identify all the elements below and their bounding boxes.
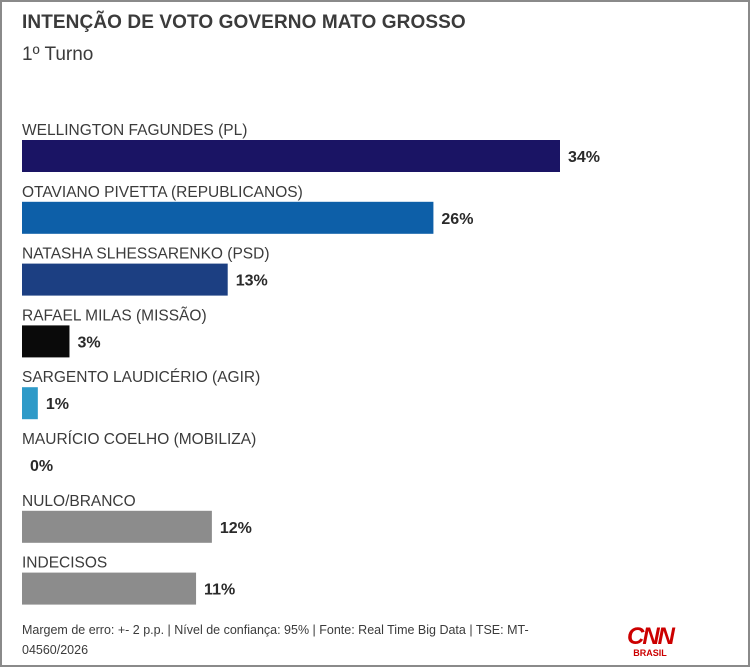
value-label: 1%: [46, 396, 69, 413]
category-label: WELLINGTON FAGUNDES (PL): [22, 122, 247, 139]
value-label: 0%: [30, 458, 53, 475]
bar: [22, 510, 212, 543]
bar: [22, 140, 560, 172]
bar: [22, 201, 434, 234]
value-label: 13%: [236, 273, 268, 290]
chart-subtitle: 1º Turno: [22, 44, 94, 65]
category-label: OTAVIANO PIVETTA (REPUBLICANOS): [22, 184, 303, 201]
chart-title: INTENÇÃO DE VOTO GOVERNO MATO GROSSO: [22, 12, 466, 33]
footer-note: Margem de erro: +- 2 p.p. | Nível de con…: [22, 623, 529, 657]
value-label: 11%: [204, 582, 235, 599]
bar: [22, 325, 70, 358]
bar-chart: WELLINGTON FAGUNDES (PL) 34% OTAVIANO PIVE…: [22, 122, 600, 605]
category-label: SARGENTO LAUDICÉRIO (AGIR): [22, 369, 260, 386]
value-label: 34%: [568, 149, 600, 166]
category-label: RAFAEL MILAS (MISSÃO): [22, 307, 207, 324]
value-label: 3%: [77, 334, 100, 351]
bar: [22, 572, 197, 605]
value-label: 26%: [441, 211, 473, 228]
category-label: NATASHA SLHESSARENKO (PSD): [22, 246, 270, 263]
bar: [22, 263, 228, 296]
bar: [22, 387, 38, 420]
logo-sub: BRASIL: [633, 648, 667, 658]
category-label: NULO/BRANCO: [22, 493, 136, 510]
category-label: INDECISOS: [22, 555, 107, 572]
value-label: 12%: [220, 520, 252, 537]
logo-brand: CNN: [627, 623, 676, 650]
cnn-brasil-logo: CNN BRASIL: [627, 623, 678, 658]
category-label: MAURÍCIO COELHO (MOBILIZA): [22, 431, 256, 448]
